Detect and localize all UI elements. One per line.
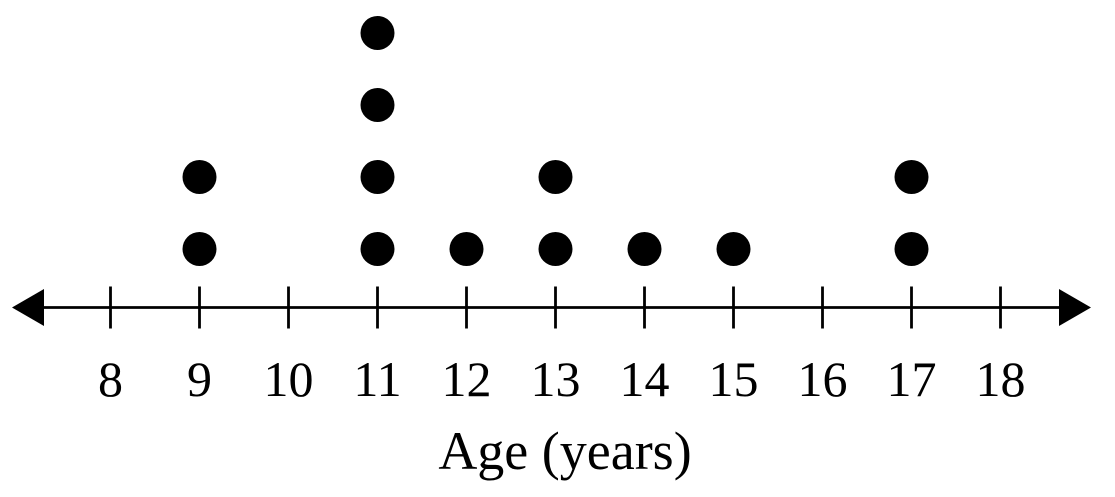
tick-label: 14 bbox=[620, 351, 670, 407]
dots-group bbox=[182, 16, 929, 266]
tick-label: 18 bbox=[976, 351, 1026, 407]
tick-marks-group bbox=[109, 286, 1002, 329]
data-dot bbox=[538, 232, 573, 266]
data-dot bbox=[627, 232, 662, 266]
data-dot bbox=[360, 160, 395, 194]
tick-label: 12 bbox=[442, 351, 492, 407]
data-dot bbox=[716, 232, 751, 266]
tick-label: 11 bbox=[353, 351, 401, 407]
tick-label: 10 bbox=[264, 351, 314, 407]
tick-label: 9 bbox=[187, 351, 212, 407]
data-dot bbox=[360, 88, 395, 122]
right-arrow-icon bbox=[1059, 289, 1091, 326]
data-dot bbox=[360, 232, 395, 266]
tick-label: 16 bbox=[798, 351, 848, 407]
x-axis-title: Age (years) bbox=[438, 421, 691, 481]
data-dot bbox=[182, 160, 217, 194]
tick-label: 8 bbox=[98, 351, 123, 407]
tick-label: 17 bbox=[887, 351, 937, 407]
data-dot bbox=[182, 232, 217, 266]
data-dot bbox=[449, 232, 484, 266]
left-arrow-icon bbox=[12, 289, 44, 326]
data-dot bbox=[894, 160, 929, 194]
tick-labels-group: 8 9 10 11 12 13 14 15 16 17 18 bbox=[98, 351, 1026, 407]
tick-label: 15 bbox=[709, 351, 759, 407]
data-dot bbox=[894, 232, 929, 266]
data-dot bbox=[360, 16, 395, 50]
data-dot bbox=[538, 160, 573, 194]
tick-label: 13 bbox=[531, 351, 581, 407]
